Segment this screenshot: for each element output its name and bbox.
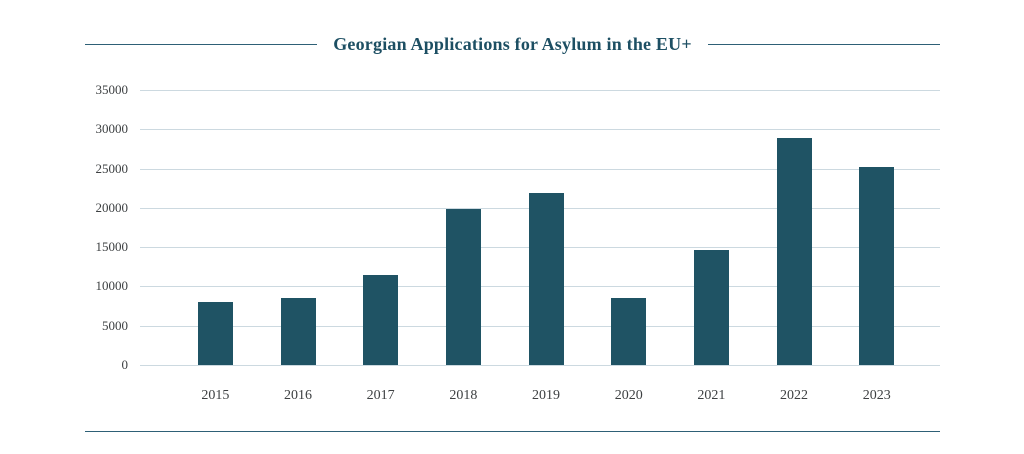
chart-title: Georgian Applications for Asylum in the …: [333, 34, 692, 54]
bar-slot-2020: [587, 90, 670, 365]
x-tick-label-2020: 2020: [614, 388, 643, 403]
x-tick-label-2021: 2021: [697, 388, 726, 403]
y-tick-label-25000: 25000: [95, 160, 129, 176]
gridline-30000: [140, 129, 940, 131]
y-axis-tick-labels: 0 5000 10000 15000 20000 25000 30000 35000: [60, 82, 129, 372]
y-tick-label-5000: 5000: [102, 317, 128, 333]
bar-2021: [693, 250, 729, 365]
bar-2020: [611, 298, 647, 365]
x-tick-label-2022: 2022: [780, 388, 809, 403]
bar-2018: [445, 208, 481, 365]
title-rule-left: [85, 44, 318, 45]
bar-2019: [528, 192, 564, 365]
gridline-25000: [140, 168, 940, 170]
y-tick-label-0: 0: [121, 357, 129, 372]
bar-slot-2016: [257, 90, 340, 365]
gridline-0: [140, 365, 940, 366]
x-tick-label-2017: 2017: [366, 388, 395, 403]
x-tick-label-2016: 2016: [284, 388, 312, 403]
y-tick-label-30000: 30000: [95, 121, 129, 137]
x-tick-label-2015: 2015: [201, 388, 230, 403]
bar-slot-2018: [422, 90, 505, 365]
bar-slot-2015: [174, 90, 257, 365]
gridline-35000: [140, 90, 940, 91]
bar-slot-2021: [670, 90, 753, 365]
bar-slot-2017: [339, 90, 422, 365]
bar-2023: [859, 167, 895, 365]
y-tick-label-20000: 20000: [95, 199, 129, 215]
y-tick-label-10000: 10000: [95, 278, 129, 294]
bar-slot-2022: [753, 90, 836, 365]
chart-header: Georgian Applications for Asylum in the …: [85, 34, 941, 55]
bottom-rule: [85, 431, 940, 432]
x-tick-label-2019: 2019: [532, 388, 561, 403]
x-tick-label-2023: 2023: [862, 388, 891, 403]
plot-area: [140, 90, 940, 366]
bar-2015: [197, 302, 233, 365]
bar-2022: [776, 137, 812, 365]
bars-container: [174, 90, 918, 365]
bar-slot-2023: [835, 90, 918, 365]
bar-slot-2019: [505, 90, 588, 365]
y-tick-label-15000: 15000: [95, 239, 129, 255]
y-tick-label-35000: 35000: [95, 82, 129, 97]
title-rule-right: [707, 44, 941, 45]
bar-2016: [280, 298, 316, 365]
x-axis-tick-labels: 2015 2016 2017 2018 2019 2020 2021 2022 2023: [174, 388, 918, 404]
bar-2017: [363, 274, 399, 365]
x-tick-label-2018: 2018: [449, 388, 478, 403]
